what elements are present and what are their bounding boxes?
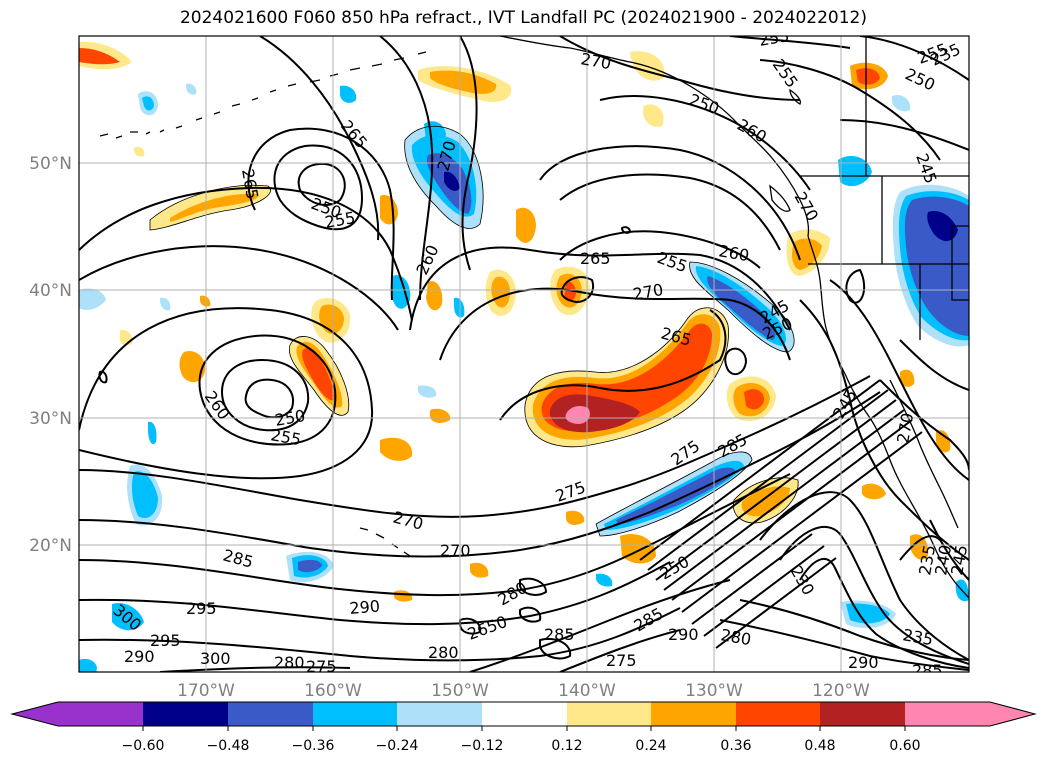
contour-label-c34: 280 — [274, 653, 305, 672]
contour-label-c48: 285 — [912, 661, 943, 680]
lat-label-30n: 30°N — [29, 409, 72, 429]
colorbar-segment-6 — [482, 702, 567, 726]
colorbar-segment-10 — [820, 702, 905, 726]
colorbar-tick-label-4: −0.24 — [376, 738, 419, 754]
contour-label-c41: 290 — [668, 625, 699, 644]
colorbar-under-extension — [12, 702, 58, 726]
contour-label-c33: 300 — [200, 649, 231, 668]
contour-label-c17: 265 — [580, 249, 611, 268]
contour-label-c39: 285 — [544, 625, 575, 644]
colorbar-segment-2 — [143, 702, 228, 726]
colorbar-segment-4 — [313, 702, 397, 726]
colorbar-ticks — [142, 726, 906, 731]
colorbar-tick-label-6: 0.12 — [551, 738, 582, 754]
contour-label-c51: 245 — [947, 543, 971, 576]
colorbar-over-extension — [990, 702, 1035, 726]
colorbar: −0.60 −0.48 −0.36 −0.24 −0.12 0.12 0.24 … — [10, 701, 1037, 754]
colorbar-tick-label-9: 0.48 — [804, 738, 835, 754]
contour-lines — [79, 36, 969, 672]
lon-label-150w: 150°W — [431, 681, 489, 701]
lat-label-40n: 40°N — [29, 281, 72, 301]
colorbar-segment-9 — [736, 702, 820, 726]
gridlines — [79, 36, 969, 672]
colorbar-segment-8 — [651, 702, 736, 726]
colorbar-outline — [10, 701, 1037, 727]
colorbar-tick-label-1: −0.60 — [122, 738, 165, 754]
lon-label-130w: 130°W — [685, 681, 743, 701]
contour-label-c29: 290 — [349, 596, 381, 618]
lon-label-140w: 140°W — [558, 681, 616, 701]
figure-title: 2024021600 F060 850 hPa refract., IVT La… — [179, 8, 867, 28]
lon-label-170w: 170°W — [177, 681, 235, 701]
lat-label-20n: 20°N — [29, 536, 72, 556]
colorbar-tick-label-2: −0.48 — [207, 738, 250, 754]
colorbar-segment-5 — [397, 702, 482, 726]
colorbar-tick-label-5: −0.12 — [461, 738, 504, 754]
colorbar-tick-label-8: 0.36 — [720, 738, 751, 754]
thin-outlines — [149, 125, 799, 537]
contour-label-c36: 280 — [428, 643, 459, 662]
contour-label-c43: 275 — [606, 651, 637, 670]
lon-label-120w: 120°W — [812, 681, 870, 701]
contour-label-c32: 290 — [124, 647, 155, 666]
contour-label-c47: 290 — [848, 653, 879, 672]
colorbar-segment-7 — [567, 702, 651, 726]
shaded-field — [79, 41, 969, 672]
colorbar-segment-11 — [905, 702, 990, 726]
colorbar-tick-label-10: 0.60 — [889, 738, 920, 754]
colorbar-tick-label-7: 0.24 — [635, 738, 666, 754]
contour-label-c31: 295 — [150, 631, 181, 650]
lat-label-50n: 50°N — [29, 154, 72, 174]
colorbar-tick-label-3: −0.36 — [292, 738, 335, 754]
colorbar-segment-1 — [58, 702, 143, 726]
contour-label-c28: 295 — [186, 599, 217, 618]
colorbar-segment-3 — [228, 702, 313, 726]
contour-label-c35: 275 — [306, 657, 337, 676]
map-plot-area: 255 255 250 270 260 265 270 250 255 260 … — [79, 36, 971, 680]
map-frame — [78, 35, 970, 673]
lon-label-160w: 160°W — [304, 681, 362, 701]
contour-label-c26: 270 — [440, 541, 471, 560]
